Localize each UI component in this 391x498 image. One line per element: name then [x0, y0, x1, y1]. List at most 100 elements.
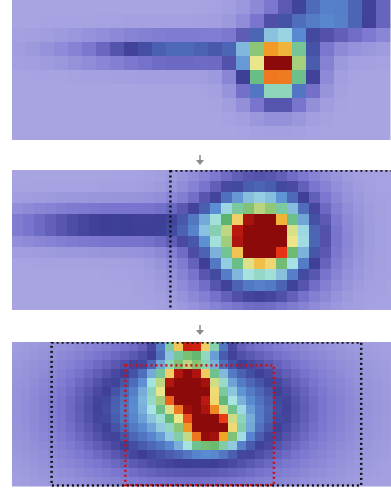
heatmap-cell [232, 236, 244, 248]
heatmap-cell [309, 181, 321, 193]
heatmap-cell [12, 450, 22, 460]
heatmap-cell [39, 414, 49, 424]
heatmap-cell [30, 468, 40, 478]
heatmap-cell [228, 360, 238, 370]
heatmap-cell [348, 42, 363, 57]
heatmap-cell [110, 70, 125, 85]
heatmap-cell [219, 351, 229, 361]
heatmap-cell [82, 98, 97, 113]
heatmap-cell [219, 378, 229, 388]
heatmap-cell [246, 477, 256, 487]
heatmap-cell [265, 247, 277, 259]
heatmap-cell [66, 396, 76, 406]
heatmap-cell [96, 0, 111, 15]
heatmap-cell [12, 378, 22, 388]
heatmap-cell [372, 432, 382, 442]
heatmap-cell [327, 450, 337, 460]
heatmap-cell [264, 450, 274, 460]
heatmap-cell [243, 236, 255, 248]
heatmap-cell [39, 450, 49, 460]
heatmap-cell [89, 291, 101, 303]
heatmap-cell [255, 351, 265, 361]
heatmap-cell [183, 414, 193, 424]
heatmap-cell [236, 28, 251, 43]
heatmap-cell [300, 468, 310, 478]
heatmap-cell [152, 126, 167, 140]
heatmap-cell [78, 181, 90, 193]
heatmap-cell [30, 396, 40, 406]
heatmap-cell [318, 342, 328, 352]
heatmap-cell [353, 170, 365, 182]
heatmap-cell [152, 98, 167, 113]
heatmap-cell [23, 302, 35, 310]
heatmap-cell [282, 468, 292, 478]
heatmap-cell [363, 423, 373, 433]
heatmap-cell [331, 192, 343, 204]
heatmap-cell [56, 214, 68, 226]
heatmap-cell [273, 423, 283, 433]
heatmap-cell [180, 112, 195, 127]
heatmap-cell [166, 269, 178, 281]
heatmap-cell [102, 414, 112, 424]
heatmap-cell [300, 351, 310, 361]
heatmap-cell [278, 98, 293, 113]
heatmap-cell [342, 170, 354, 182]
heatmap-cell [300, 459, 310, 469]
heatmap-cell [327, 360, 337, 370]
heatmap-cell [57, 468, 67, 478]
heatmap-cell [246, 378, 256, 388]
heatmap-cell [12, 112, 27, 127]
heatmap-cell [23, 269, 35, 281]
heatmap-cell [75, 396, 85, 406]
heatmap-cell [327, 432, 337, 442]
heatmap-cell [318, 414, 328, 424]
heatmap-cell [129, 432, 139, 442]
heatmap-cell [174, 378, 184, 388]
heatmap-cell [306, 70, 321, 85]
heatmap-cell [124, 28, 139, 43]
heatmap-cell [282, 387, 292, 397]
heatmap-cell [84, 396, 94, 406]
heatmap-cell [102, 396, 112, 406]
heatmap-cell [320, 291, 332, 303]
heatmap-cell [68, 42, 83, 57]
heatmap-cell [381, 477, 391, 487]
heatmap-cell [124, 42, 139, 57]
heatmap-cell [21, 414, 31, 424]
heatmap-cell [372, 387, 382, 397]
heatmap-cell [177, 236, 189, 248]
heatmap-cell [111, 414, 121, 424]
heatmap-cell [23, 214, 35, 226]
heatmap-cell [39, 432, 49, 442]
heatmap-cell [177, 258, 189, 270]
heatmap-cell [183, 387, 193, 397]
heatmap-cell [26, 112, 41, 127]
heatmap-cell [250, 0, 265, 15]
heatmap-cell [210, 203, 222, 215]
heatmap-cell [34, 192, 46, 204]
heatmap-cell [54, 84, 69, 99]
heatmap-cell [264, 441, 274, 451]
heatmap-cell [111, 459, 121, 469]
heatmap-cell [100, 170, 112, 182]
heatmap-cell [264, 369, 274, 379]
heatmap-cell [381, 387, 391, 397]
heatmap-cell [54, 14, 69, 29]
heatmap-cell [372, 414, 382, 424]
heatmap-cell [183, 378, 193, 388]
heatmap-cell [78, 192, 90, 204]
heatmap-cell [111, 423, 121, 433]
heatmap-cell [89, 181, 101, 193]
heatmap-cell [129, 423, 139, 433]
heatmap-cell [336, 387, 346, 397]
heatmap-cell [250, 56, 265, 71]
heatmap-cell [372, 360, 382, 370]
heatmap-cell [300, 477, 310, 487]
heatmap-cell [122, 225, 134, 237]
heatmap-cell [12, 291, 24, 303]
heatmap-cell [331, 203, 343, 215]
heatmap-cell [156, 378, 166, 388]
heatmap-cell [353, 181, 365, 193]
heatmap-cell [26, 126, 41, 140]
heatmap-cell [124, 0, 139, 15]
